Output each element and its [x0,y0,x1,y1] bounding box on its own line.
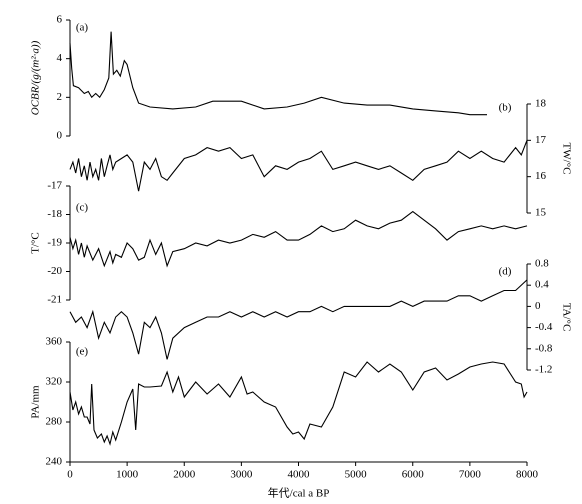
y-tick-label: -0.4 [535,321,553,333]
y-axis-title: OCBR/(g/(m²·a)) [30,40,42,115]
x-axis-title: 年代/cal a BP [268,486,330,500]
y-tick-label: 280 [46,416,63,428]
x-tick-label: 6000 [402,469,425,481]
panel-label: (d) [499,266,512,278]
y-tick-label: 16 [535,170,547,182]
y-tick-label: 0.8 [535,258,549,270]
data-line [69,31,487,116]
y-tick-label: 6 [57,14,63,26]
x-tick-label: 5000 [345,469,368,481]
data-line [69,140,528,192]
y-axis-title: TA/°C [560,303,572,332]
y-tick-label: 0 [535,300,541,312]
y-axis-title: PA/mm [30,385,42,419]
x-tick-label: 3000 [230,469,253,481]
data-line [69,210,528,268]
y-axis-title: TW/°C [560,143,572,175]
y-tick-label: 2 [57,91,63,103]
y-tick-label: -19 [47,237,62,249]
y-tick-label: -1.2 [535,364,552,376]
y-tick-label: 320 [46,376,63,388]
x-tick-label: 2000 [173,469,196,481]
y-tick-label: 4 [57,52,63,64]
x-tick-label: 1000 [116,469,139,481]
y-tick-label: 17 [535,134,547,146]
y-tick-label: 240 [46,456,63,468]
y-tick-label: 360 [46,336,63,348]
x-tick-label: 0 [67,469,73,481]
y-tick-label: -21 [47,294,62,306]
y-tick-label: 18 [535,98,547,110]
panel-label: (b) [499,102,512,114]
x-tick-label: 8000 [516,469,539,481]
y-axis-title: T/°C [30,232,42,254]
y-tick-label: 0 [57,130,63,142]
panel-label: (e) [76,346,89,358]
y-tick-label: 0.4 [535,279,549,291]
data-line [69,361,528,446]
data-line [69,279,528,360]
y-tick-label: -18 [47,208,62,220]
y-tick-label: -20 [47,265,62,277]
y-tick-label: -0.8 [535,342,553,354]
x-tick-label: 7000 [459,469,482,481]
x-tick-label: 4000 [288,469,311,481]
panel-label: (c) [76,202,89,214]
y-tick-label: -17 [47,180,62,192]
panel-label: (a) [76,22,89,34]
y-tick-label: 15 [535,207,547,219]
